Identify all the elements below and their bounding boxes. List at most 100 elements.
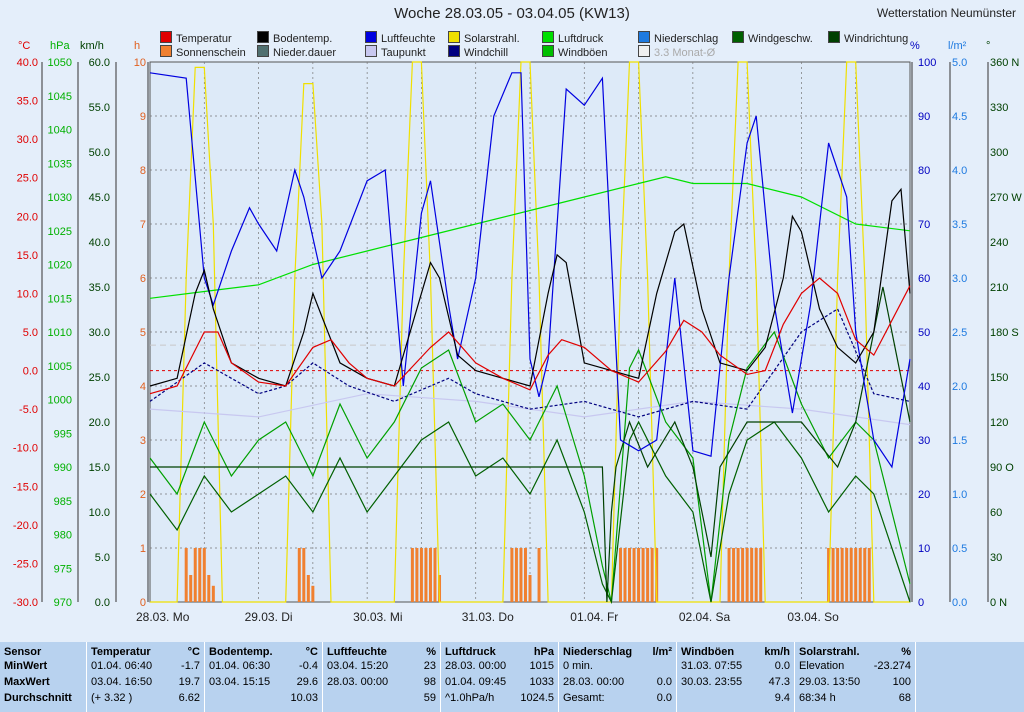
- sun-tick-label: 4: [140, 381, 146, 393]
- day-label: 28.03. Mo: [136, 610, 190, 624]
- sunshine-bar: [628, 548, 632, 602]
- stats-cell-label: 03.04. 16:50: [91, 676, 153, 688]
- stats-filler: [916, 642, 1024, 712]
- hum-tick-label: 60: [918, 273, 930, 285]
- sunshine-bar: [523, 548, 527, 602]
- press-tick-label: 985: [54, 496, 72, 508]
- windspeed-line: [149, 420, 911, 605]
- sunshine-bar: [528, 575, 532, 602]
- sunshine-bar: [419, 548, 423, 602]
- sun-tick-label: 7: [140, 219, 146, 231]
- legend-item: Bodentemp.: [257, 31, 332, 45]
- stats-header: Luftdruck: [445, 646, 496, 658]
- temp-tick-label: 35.0: [17, 96, 38, 108]
- sunshine-bar: [632, 548, 636, 602]
- legend-item: 3.3 Monat-Ø: [638, 45, 715, 59]
- stats-cell-value: 23: [423, 660, 436, 672]
- press-tick-label: 1040: [48, 125, 72, 137]
- stats-column: Luftfeuchte% 03.04. 15:20 23 28.03. 00:00 98…: [323, 642, 441, 712]
- legend-label: Sonnenschein: [176, 47, 246, 59]
- sunshine-bar: [858, 548, 862, 602]
- press-tick-label: 1015: [48, 293, 72, 305]
- pressure-line: [149, 176, 911, 299]
- sunshine-bar: [827, 548, 831, 602]
- rain-tick-label: 2.0: [952, 381, 967, 393]
- wind-tick-label: 30.0: [89, 327, 110, 339]
- sunshine-bar: [519, 548, 523, 602]
- press-tick-label: 1030: [48, 192, 72, 204]
- station-name: Wetterstation Neumünster: [876, 6, 1016, 20]
- rain-tick-label: 0.0: [952, 597, 967, 609]
- dir-tick-label: 330: [990, 102, 1008, 114]
- press-tick-label: 1050: [48, 57, 72, 69]
- stats-unit: km/h: [764, 646, 790, 658]
- stats-cell-value: 59: [423, 692, 436, 704]
- wind-tick-label: 35.0: [89, 282, 110, 294]
- stats-row-label: MinWert: [4, 660, 48, 672]
- sunshine-bar: [867, 548, 871, 602]
- stats-cell-value: 0.0: [656, 676, 672, 688]
- dir-unit: °: [986, 40, 991, 52]
- temp-tick-label: -30.0: [13, 597, 38, 609]
- soil-temp-line: [149, 187, 911, 387]
- stats-cell-value: 100: [892, 676, 911, 688]
- dir-tick-label: 0 N: [990, 597, 1007, 609]
- legend-item: Solarstrahl.: [448, 31, 520, 45]
- legend-swatch: [638, 45, 650, 57]
- stats-sensor-column: Sensor MinWert MaxWert Durchschnitt: [0, 642, 87, 712]
- legend-label: Windgeschw.: [748, 33, 813, 45]
- wind-tick-label: 60.0: [89, 57, 110, 69]
- sunshine-bar: [863, 548, 867, 602]
- stats-cell-value: 9.4: [774, 692, 790, 704]
- legend-swatch: [448, 45, 460, 57]
- hum-tick-label: 50: [918, 327, 930, 339]
- day-label: 31.03. Do: [462, 610, 514, 624]
- legend-swatch: [828, 31, 840, 43]
- legend-label: Windböen: [558, 47, 608, 59]
- stats-cell-value: 0.0: [656, 692, 672, 704]
- sunshine-bar: [510, 548, 514, 602]
- sunshine-bar: [854, 548, 858, 602]
- dir-tick-label: 120: [990, 417, 1008, 429]
- stats-cell-label: 03.04. 15:20: [327, 660, 389, 672]
- stats-cell-label: 29.03. 13:50: [799, 676, 861, 688]
- legend-swatch: [365, 31, 377, 43]
- hum-tick-label: 90: [918, 111, 930, 123]
- wind-tick-label: 10.0: [89, 507, 110, 519]
- sunshine-bar: [641, 548, 645, 602]
- temp-tick-label: 20.0: [17, 211, 38, 223]
- hum-tick-label: 100: [918, 57, 936, 69]
- sunshine-bar: [184, 548, 188, 602]
- legend-item: Windgeschw.: [732, 31, 813, 45]
- stats-column: Solarstrahl.% Elevation -23.274 29.03. 13:5…: [795, 642, 916, 712]
- hum-tick-label: 0: [918, 597, 924, 609]
- stats-column: Niederschlag l/m² 0 min. 28.03. 00:00 0.0 Ges…: [559, 642, 677, 712]
- dir-tick-label: 180 S: [990, 327, 1019, 339]
- stats-header: Luftfeuchte: [327, 646, 387, 658]
- stats-unit: l/m²: [652, 646, 672, 658]
- sunshine-bar: [211, 585, 215, 602]
- sun-tick-label: 9: [140, 111, 146, 123]
- sunshine-bar: [655, 548, 659, 602]
- press-tick-label: 1045: [48, 91, 72, 103]
- temp-tick-label: 10.0: [17, 288, 38, 300]
- sun-tick-label: 0: [140, 597, 146, 609]
- press-tick-label: 1025: [48, 226, 72, 238]
- temp-tick-label: -10.0: [13, 443, 38, 455]
- hum-tick-label: 20: [918, 489, 930, 501]
- sunshine-bar: [732, 548, 736, 602]
- stats-cell-label: ^1.0hPa/h: [445, 692, 495, 704]
- sunshine-bar: [849, 548, 853, 602]
- stats-cell-value: 47.3: [768, 676, 790, 688]
- stats-cell-value: 1033: [529, 676, 554, 688]
- legend-swatch: [365, 45, 377, 57]
- sunshine-bar: [202, 548, 206, 602]
- dir-tick-label: 30: [990, 552, 1002, 564]
- stats-header: Temperatur: [91, 646, 151, 658]
- legend-item: Sonnenschein: [160, 45, 246, 59]
- stats-cell-value: 29.6: [296, 676, 318, 688]
- temp-tick-label: 0.0: [23, 366, 38, 378]
- stats-column: Temperatur °C 01.04. 06:40 -1.7 03.04. 16:50…: [87, 642, 205, 712]
- dir-tick-label: 270 W: [990, 192, 1022, 204]
- dir-tick-label: 150: [990, 372, 1008, 384]
